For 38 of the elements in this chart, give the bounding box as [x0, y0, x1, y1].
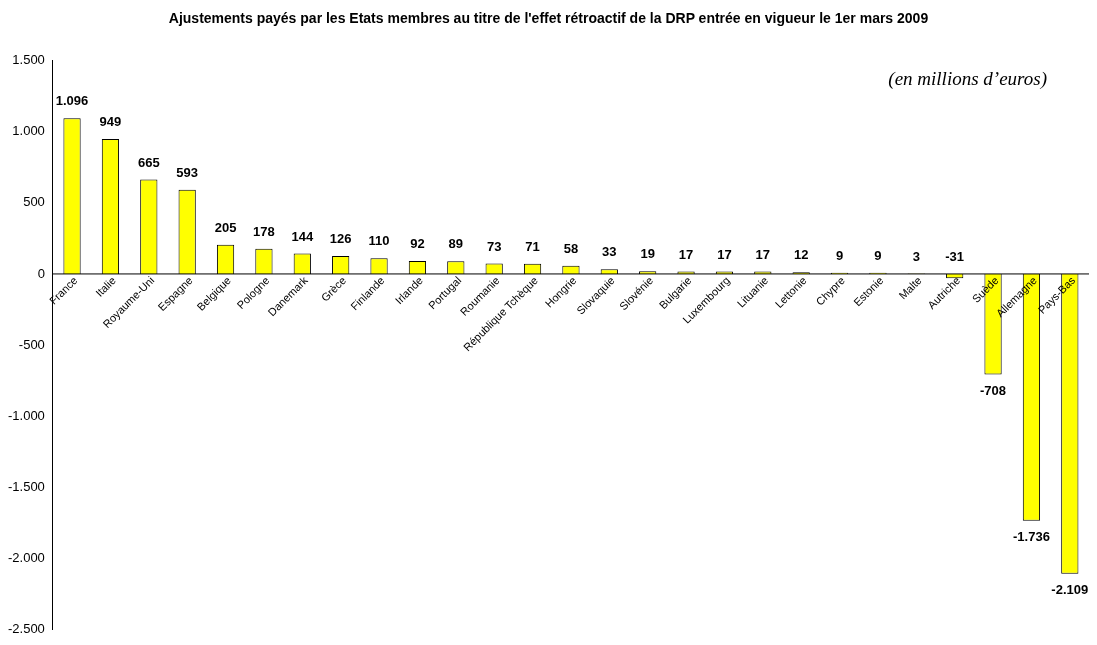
- data-label: 144: [291, 228, 314, 244]
- y-tick-label: 500: [23, 194, 45, 210]
- y-tick-label: 0: [37, 265, 45, 281]
- y-tick-label: 1.500: [12, 52, 45, 68]
- data-label: 126: [329, 231, 352, 247]
- data-label: 89: [448, 236, 464, 252]
- data-label: 58: [563, 240, 579, 256]
- data-label: 949: [99, 114, 122, 130]
- data-label: 12: [793, 247, 809, 263]
- data-label: 92: [410, 235, 425, 251]
- data-label: 73: [486, 238, 502, 254]
- data-label: 1.096: [55, 93, 89, 109]
- y-tick-label: 1.000: [12, 123, 45, 139]
- data-label: 33: [602, 244, 617, 260]
- data-label: 71: [525, 238, 540, 254]
- annotation: (en millions d’euros): [888, 68, 1047, 90]
- data-label: 3: [912, 248, 920, 264]
- data-label: 19: [640, 246, 655, 262]
- data-label: -1.736: [1013, 528, 1050, 544]
- data-label: -2.109: [1051, 581, 1089, 597]
- chart-title: Ajustements payés par les Etats membres au titre de l'effet rétroactif de la DRP entrée en vigueur le 1er mars 2009: [168, 9, 929, 28]
- data-label: 9: [874, 247, 882, 263]
- y-tick-label: -2.500: [7, 620, 45, 636]
- y-tick-label: -1.500: [7, 478, 45, 494]
- data-label: 593: [176, 164, 199, 180]
- y-tick-label: -1.000: [7, 407, 45, 423]
- data-label: 17: [717, 246, 732, 262]
- y-tick-label: -2.000: [7, 549, 45, 565]
- y-tick-label: -500: [18, 336, 45, 352]
- data-label: 17: [755, 246, 771, 262]
- data-label: 9: [835, 247, 844, 263]
- data-label: 665: [137, 154, 160, 170]
- data-label: 178: [253, 223, 275, 239]
- data-label: -708: [980, 382, 1007, 398]
- data-label: -31: [945, 249, 965, 265]
- data-label: 110: [368, 233, 390, 249]
- data-label: 205: [214, 219, 237, 235]
- data-label: 17: [678, 246, 694, 262]
